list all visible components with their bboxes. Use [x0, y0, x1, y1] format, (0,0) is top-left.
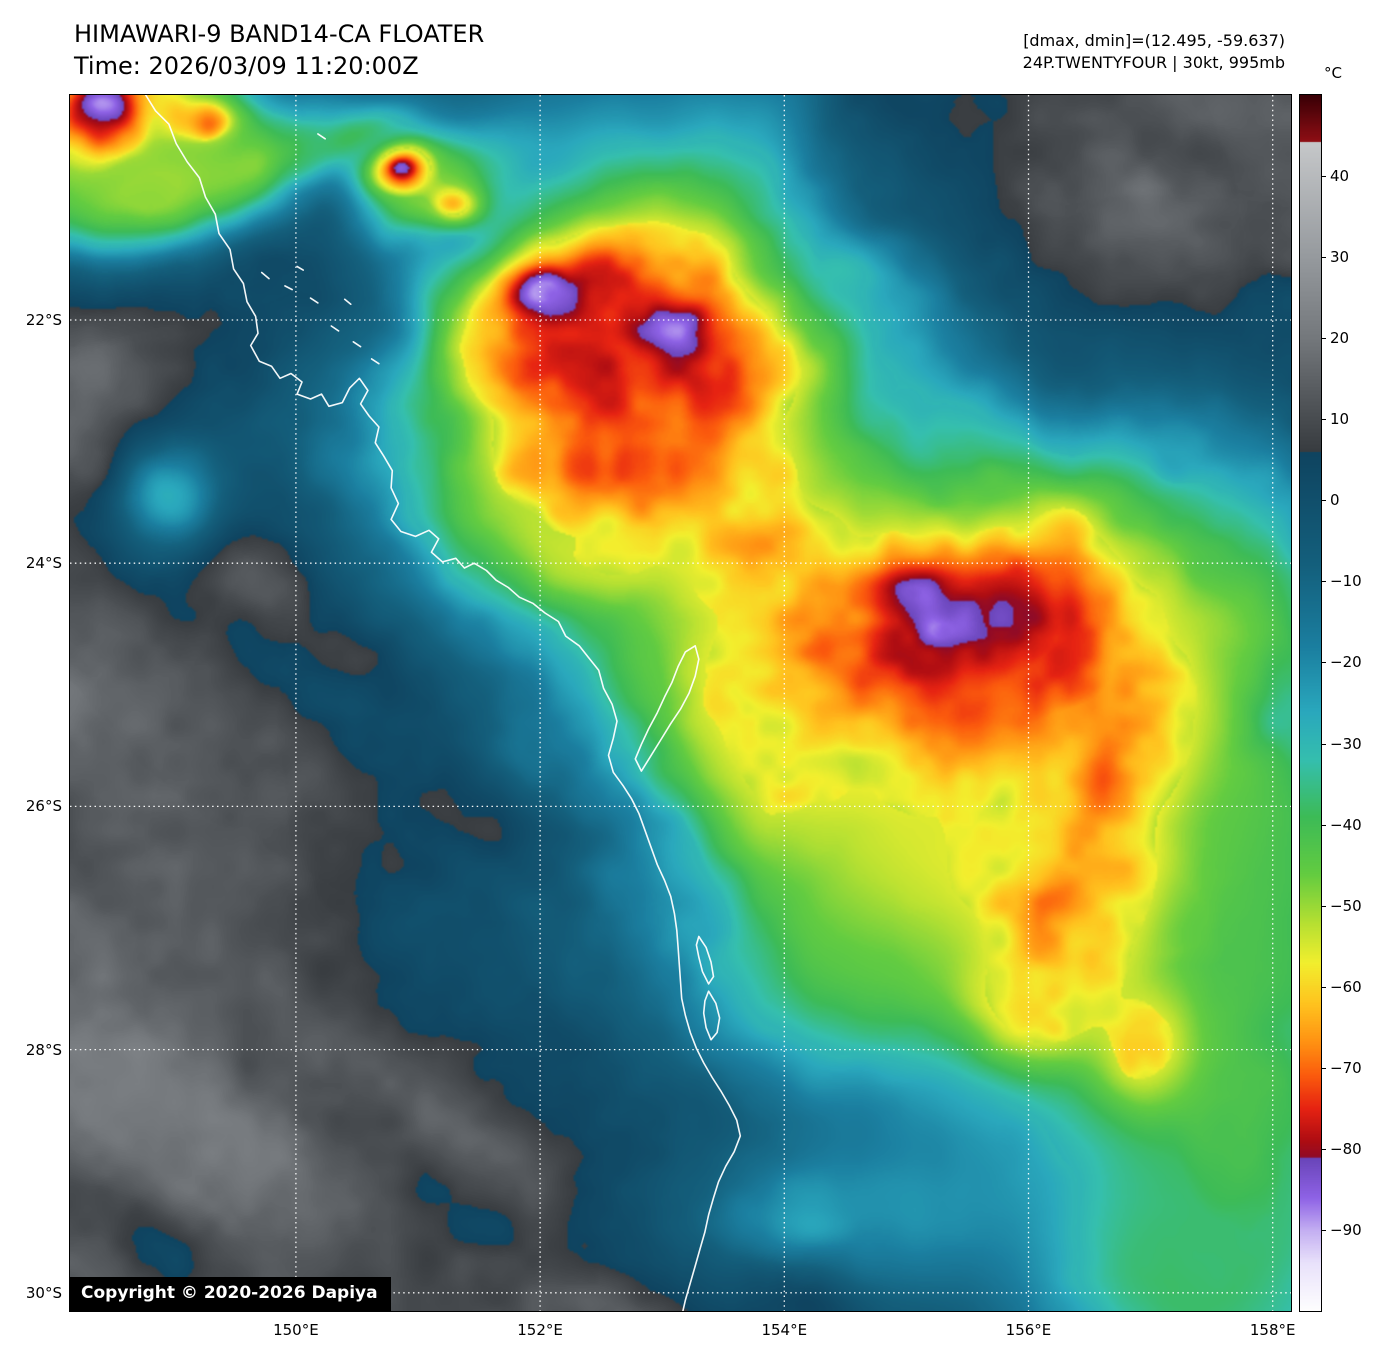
island-outline: [634, 645, 700, 772]
islet-outline: [284, 285, 293, 291]
colorbar-unit-label: °C: [1324, 64, 1342, 82]
latitude-label: 24°S: [25, 554, 62, 573]
colorbar-tick-label: 0: [1330, 491, 1340, 510]
latitude-label: 26°S: [25, 797, 62, 816]
coastline-path: [144, 95, 742, 1311]
island-outline: [695, 935, 715, 985]
islet-outline: [330, 325, 340, 332]
map-area: Copyright © 2020-2026 Dapiya: [69, 94, 1292, 1312]
islet-outline: [309, 297, 319, 304]
colorbar-tick-mark: [1321, 176, 1326, 178]
colorbar-tick-mark: [1321, 1067, 1326, 1069]
colorbar-tick-label: −90: [1330, 1220, 1362, 1239]
islet-outline: [317, 133, 326, 140]
colorbar-tick-label: −10: [1330, 572, 1362, 591]
latitude-label: 28°S: [25, 1040, 62, 1059]
latitude-label: 22°S: [25, 310, 62, 329]
colorbar-tick-mark: [1321, 1229, 1326, 1231]
colorbar-tick-label: 10: [1330, 410, 1350, 429]
colorbar-tick-label: −20: [1330, 653, 1362, 672]
longitude-label: 152°E: [517, 1321, 563, 1339]
islet-outline: [296, 265, 304, 271]
colorbar-tick-mark: [1321, 500, 1326, 502]
colorbar-tick-mark: [1321, 743, 1326, 745]
longitude-label: 150°E: [273, 1321, 319, 1339]
colorbar-tick-mark: [1321, 581, 1326, 583]
storm-info-label: 24P.TWENTYFOUR | 30kt, 995mb: [1022, 53, 1285, 72]
colorbar-tick-mark: [1321, 824, 1326, 826]
longitude-label: 154°E: [761, 1321, 808, 1339]
time-label: Time: 2026/03/09 11:20:00Z: [74, 52, 419, 80]
colorbar-tick-label: −40: [1330, 815, 1362, 834]
colorbar-tick-mark: [1321, 662, 1326, 664]
longitude-label: 156°E: [1005, 1321, 1052, 1339]
islet-outline: [352, 341, 362, 348]
islet-outline: [370, 358, 380, 365]
dmax-dmin-label: [dmax, dmin]=(12.495, -59.637): [1023, 31, 1285, 50]
colorbar-tick-label: −30: [1330, 734, 1362, 753]
colorbar-tick-label: −80: [1330, 1139, 1362, 1158]
header-right: [dmax, dmin]=(12.495, -59.637) 24P.TWENT…: [1023, 30, 1285, 74]
colorbar: [1299, 94, 1322, 1312]
colorbar-tick-label: −50: [1330, 896, 1362, 915]
colorbar-tick-mark: [1321, 905, 1326, 907]
islet-outline: [260, 271, 270, 280]
island-outline: [702, 990, 721, 1041]
islet-outline: [343, 298, 352, 305]
colorbar-tick-mark: [1321, 986, 1326, 988]
colorbar-tick-mark: [1321, 419, 1326, 421]
latitude-label: 30°S: [25, 1283, 62, 1302]
colorbar-tick-label: 30: [1330, 248, 1350, 267]
colorbar-tick-mark: [1321, 257, 1326, 259]
colorbar-tick-mark: [1321, 338, 1326, 340]
colorbar-tick-label: −70: [1330, 1058, 1362, 1077]
colorbar-gradient: [1300, 95, 1321, 1311]
map-overlay: [70, 95, 1291, 1311]
copyright-badge: Copyright © 2020-2026 Dapiya: [70, 1277, 391, 1311]
product-title: HIMAWARI-9 BAND14-CA FLOATER: [74, 20, 485, 48]
satellite-image-canvas: [70, 95, 1291, 1311]
colorbar-tick-mark: [1321, 1148, 1326, 1150]
colorbar-tick-label: 20: [1330, 329, 1350, 348]
colorbar-tick-label: 40: [1330, 167, 1350, 186]
colorbar-tick-label: −60: [1330, 977, 1362, 996]
longitude-label: 158°E: [1249, 1321, 1296, 1339]
